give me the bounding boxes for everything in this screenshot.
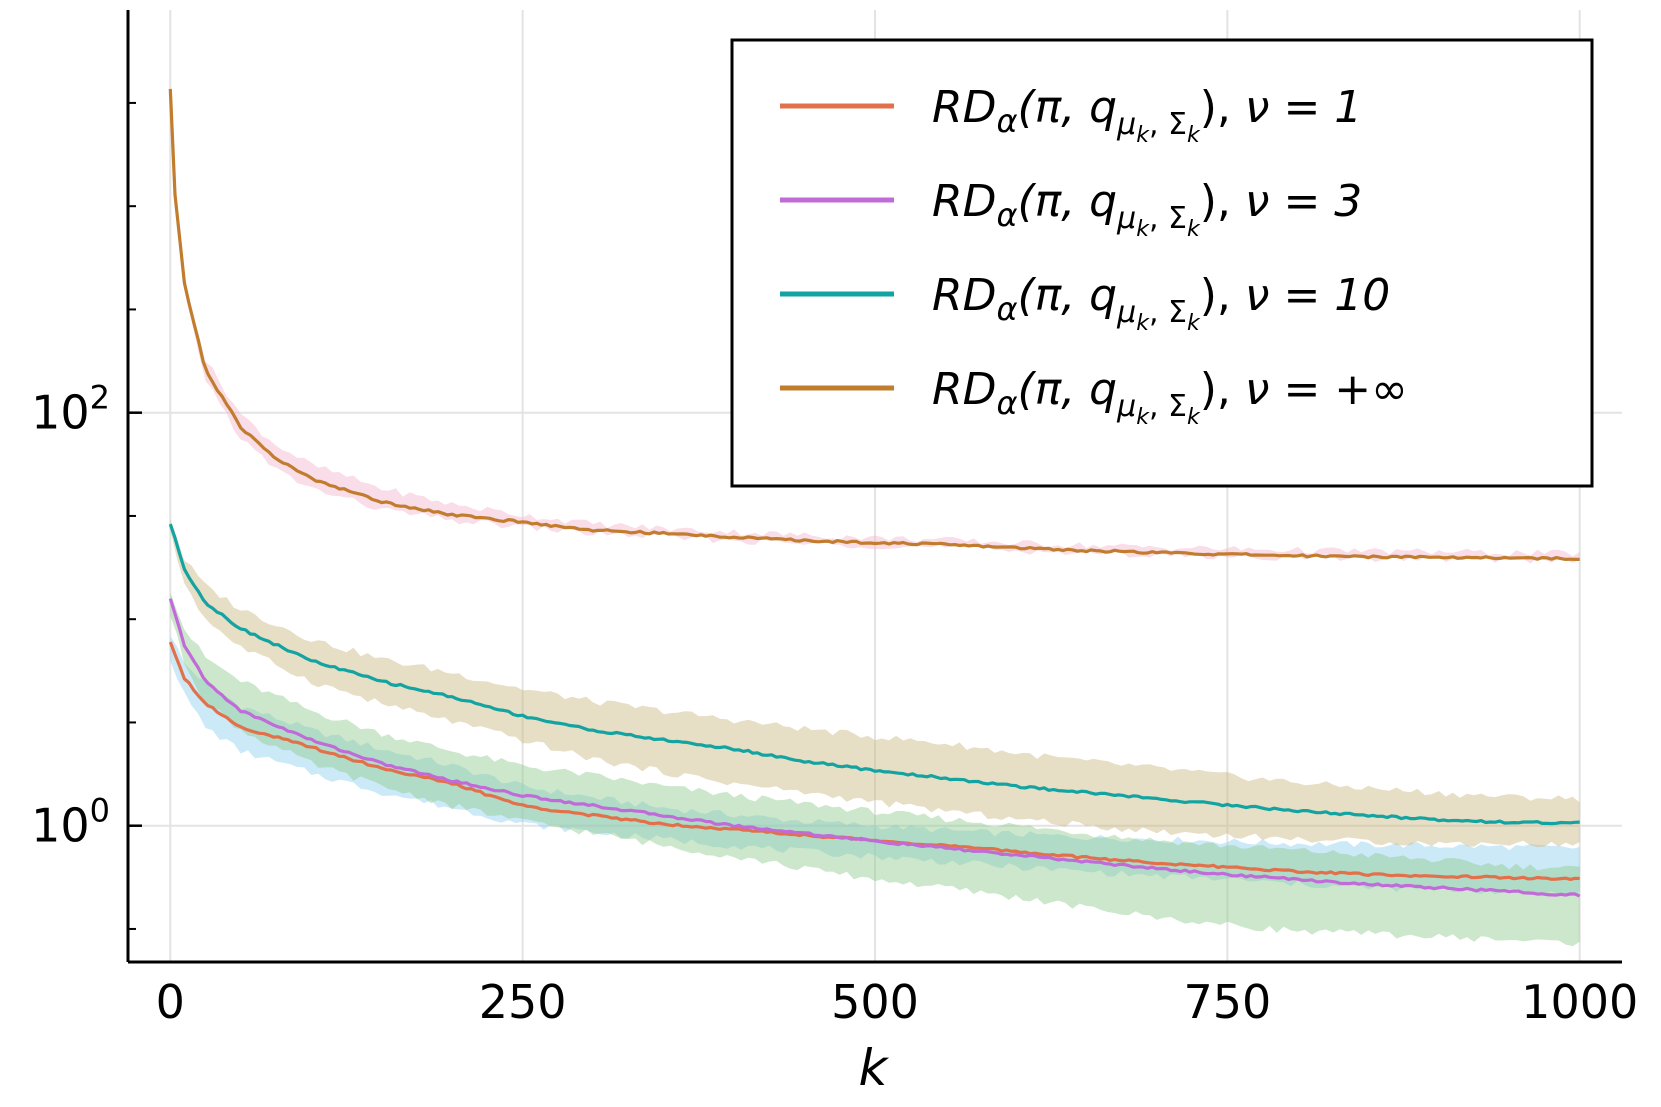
series-lines: [168, 88, 1581, 898]
line-series-3: [168, 523, 1580, 826]
tick-labels: 0 250 500 750 1000 100 102: [31, 379, 1638, 1029]
band-series-3: [170, 519, 1580, 848]
legend-label-4: RDα(π, qμk, Σk), ν = +∞: [932, 364, 1408, 430]
band-series-1: [170, 636, 1580, 897]
legend-label-2: RDα(π, qμk, Σk), ν = 3: [932, 176, 1362, 242]
x-tick-label-1: 250: [479, 975, 567, 1029]
legend-label-1: RDα(π, qμk, Σk), ν = 1: [932, 82, 1362, 148]
legend: RDα(π, qμk, Σk), ν = 1 RDα(π, qμk, Σk), ν…: [730, 38, 1594, 488]
legend-box: [730, 38, 1594, 488]
band-series-2: [170, 592, 1580, 947]
legend-label-3: RDα(π, qμk, Σk), ν = 10: [932, 270, 1390, 336]
x-tick-label-3: 750: [1183, 975, 1271, 1029]
x-tick-label-4: 1000: [1521, 975, 1638, 1029]
axes: [126, 10, 1622, 964]
y-tick-label-1: 102: [31, 379, 110, 440]
x-tick-label-2: 500: [831, 975, 919, 1029]
confidence-bands: [170, 86, 1580, 947]
x-tick-label-0: 0: [156, 975, 185, 1029]
x-axis-label: k: [859, 1039, 890, 1097]
line-series-4: [168, 88, 1580, 562]
y-tick-label-0: 100: [31, 792, 110, 853]
line-series-2: [168, 598, 1581, 898]
